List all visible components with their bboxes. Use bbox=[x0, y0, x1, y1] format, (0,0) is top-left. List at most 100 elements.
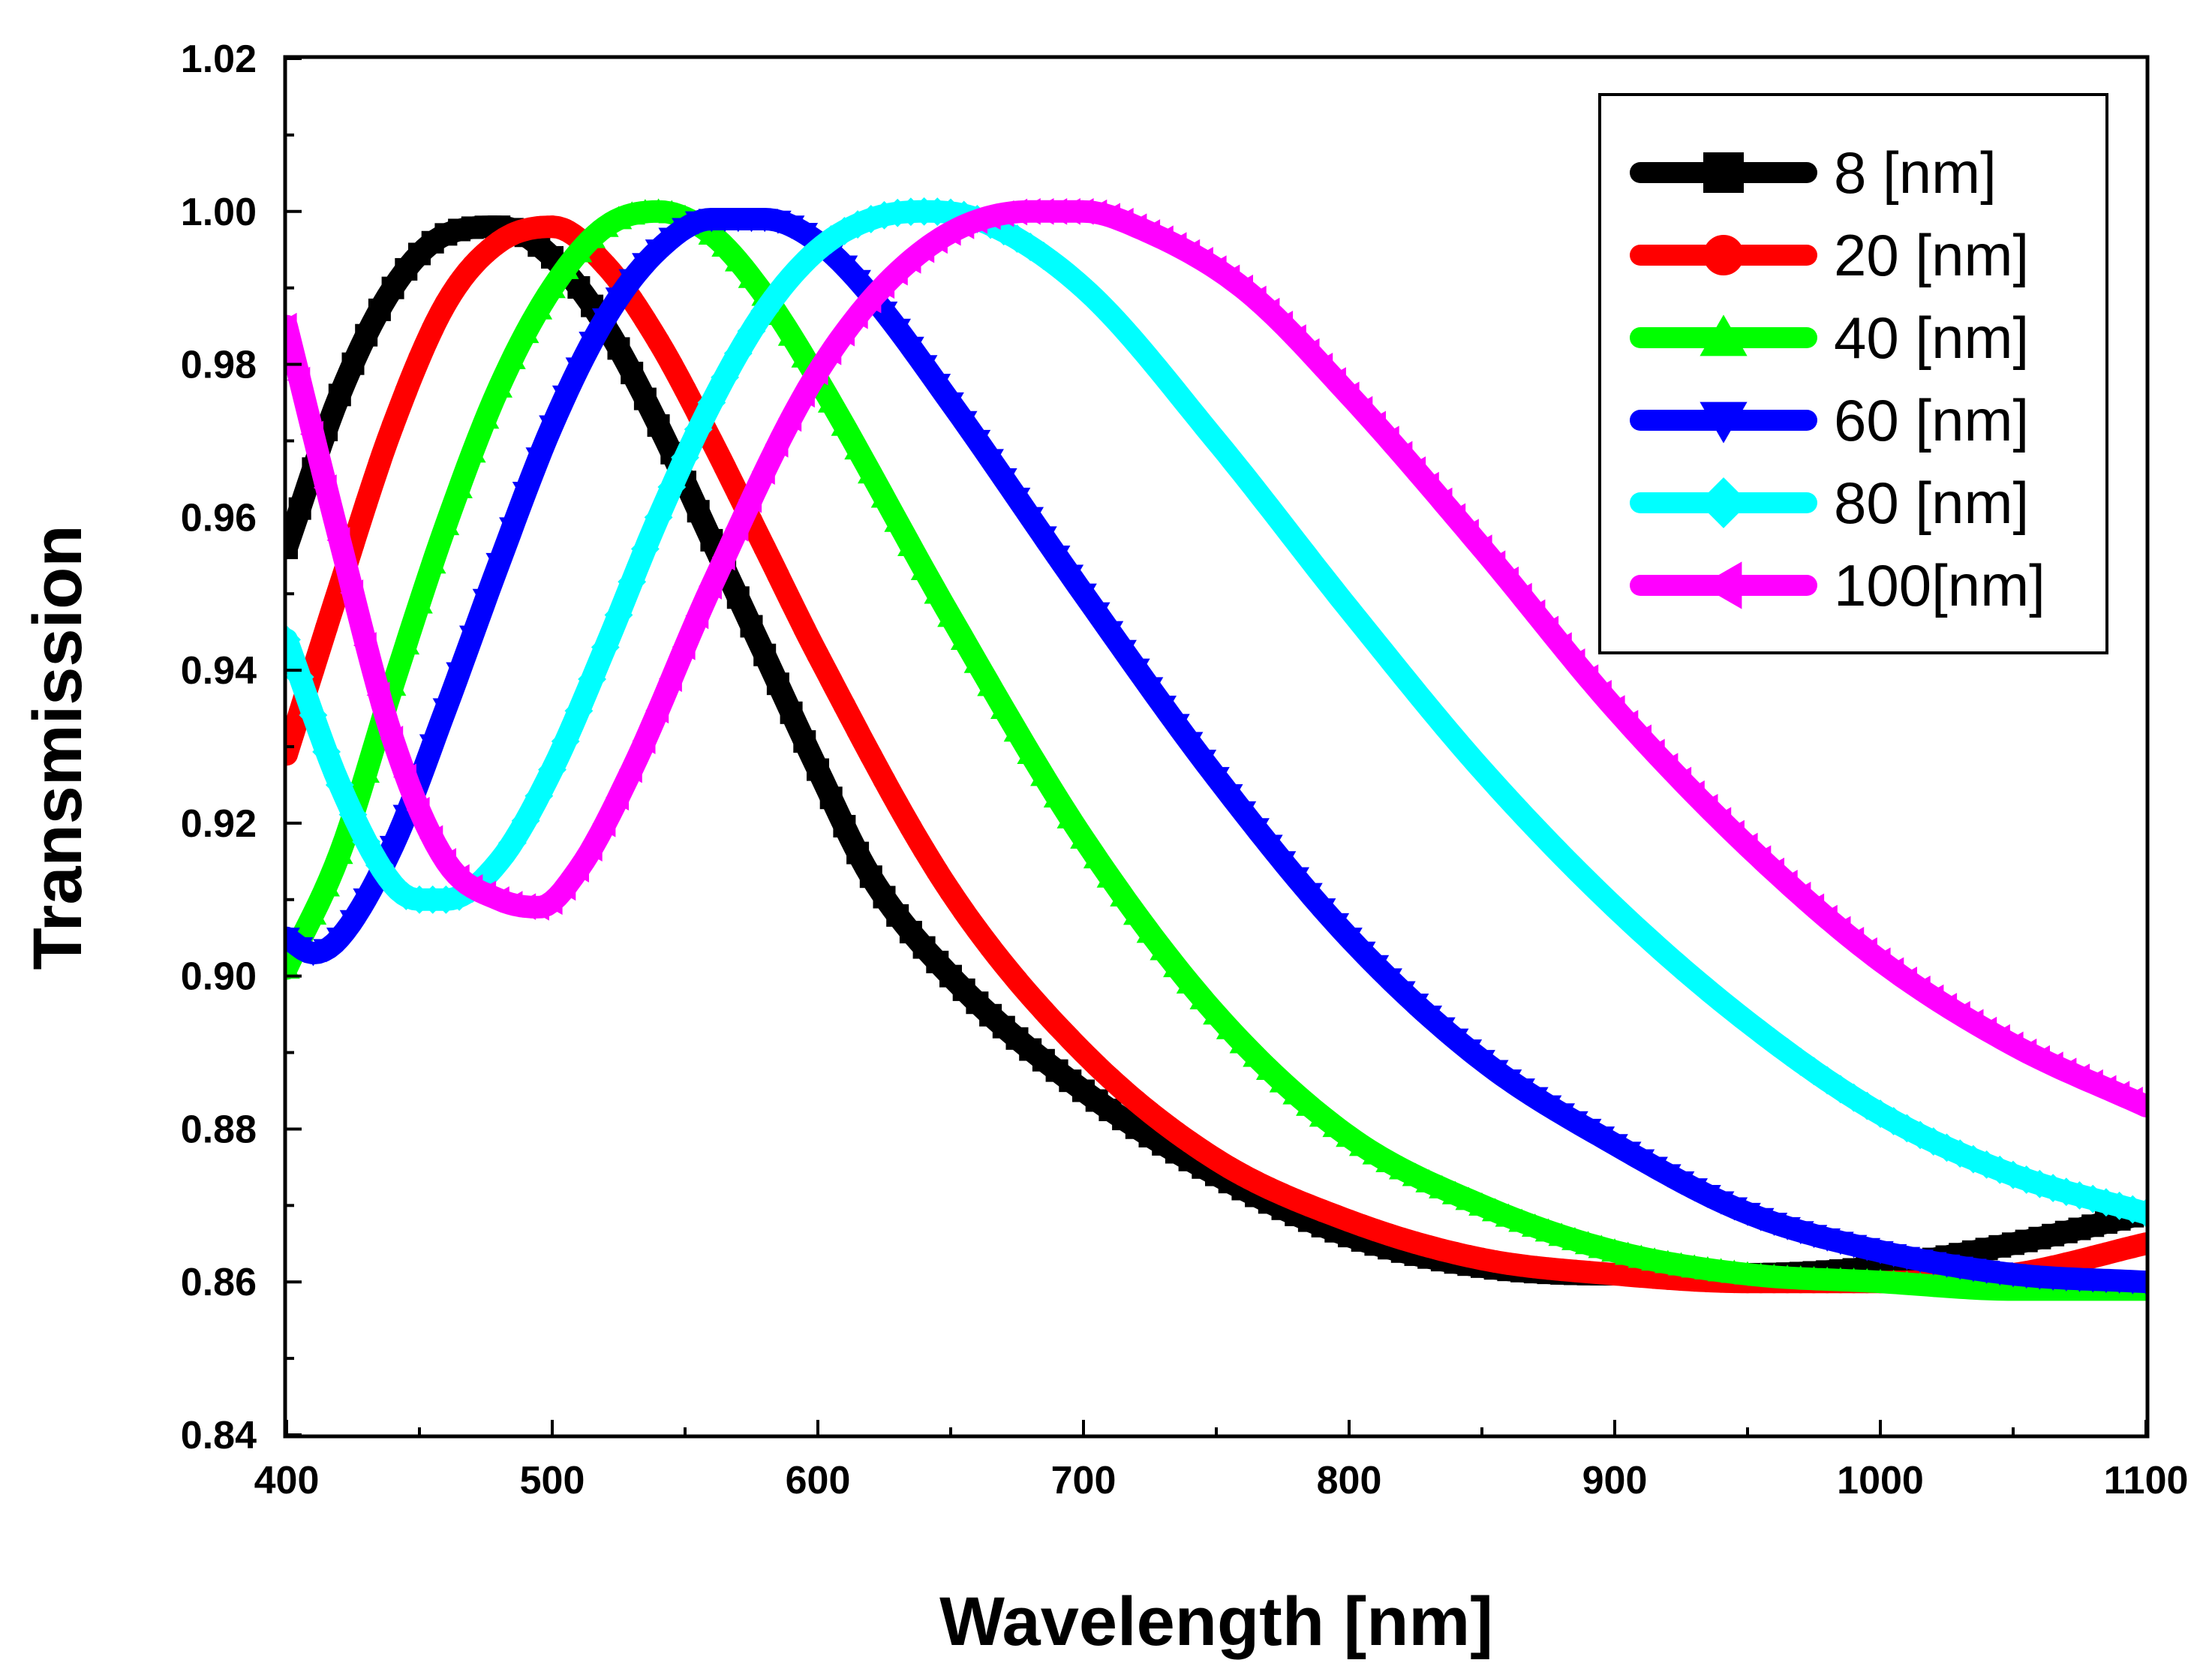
series-marker-8 bbox=[633, 387, 657, 410]
series-marker-60 bbox=[458, 625, 486, 649]
series-marker-20 bbox=[753, 537, 777, 560]
series-marker-8 bbox=[886, 904, 909, 927]
series-marker-100 bbox=[1402, 456, 1426, 483]
legend-label-8: 8 [nm] bbox=[1834, 140, 1997, 206]
series-marker-60 bbox=[1030, 526, 1057, 550]
series-marker-100 bbox=[1203, 255, 1227, 282]
series-marker-80 bbox=[497, 828, 527, 858]
series-marker-8 bbox=[819, 786, 843, 810]
series-marker-100 bbox=[711, 543, 735, 571]
series-marker-100 bbox=[313, 474, 337, 501]
series-marker-40 bbox=[1455, 1186, 1483, 1210]
series-marker-100 bbox=[1561, 648, 1585, 675]
series-marker-100 bbox=[1907, 976, 1931, 1003]
series-marker-40 bbox=[472, 405, 500, 429]
series-marker-80 bbox=[365, 851, 394, 880]
series-marker-100 bbox=[366, 681, 390, 709]
x-axis-title: Wavelength [nm] bbox=[939, 1583, 1493, 1660]
series-marker-20 bbox=[461, 254, 484, 278]
series-marker-60 bbox=[1429, 1017, 1456, 1041]
legend-box bbox=[1598, 93, 2108, 654]
series-marker-80 bbox=[657, 473, 687, 501]
series-marker-100 bbox=[1893, 966, 1917, 994]
series-marker-40 bbox=[485, 374, 513, 398]
legend-label-80: 80 [nm] bbox=[1834, 470, 2029, 536]
series-marker-40 bbox=[1296, 1092, 1323, 1116]
series-marker-40 bbox=[353, 759, 380, 783]
series-marker-40 bbox=[1495, 1203, 1522, 1227]
series-marker-20 bbox=[979, 936, 1002, 959]
series-marker-100 bbox=[1216, 264, 1240, 292]
legend-entry-100: 100[nm] bbox=[1630, 552, 2045, 618]
series-marker-40 bbox=[551, 255, 579, 279]
series-marker-20 bbox=[287, 743, 298, 766]
series-marker-60 bbox=[950, 410, 978, 435]
series-marker-60 bbox=[1415, 1006, 1443, 1030]
series-marker-100 bbox=[1508, 582, 1532, 610]
series-marker-60 bbox=[897, 336, 924, 360]
series-marker-100 bbox=[1774, 870, 1798, 897]
series-marker-40 bbox=[326, 841, 353, 865]
series-marker-60 bbox=[1322, 913, 1350, 937]
series-marker-80 bbox=[1480, 770, 1510, 799]
series-marker-60 bbox=[353, 888, 380, 912]
series-marker-40 bbox=[419, 550, 446, 574]
series-marker-80 bbox=[1294, 544, 1324, 573]
series-marker-100 bbox=[380, 725, 404, 753]
x-tick-label: 1100 bbox=[2104, 1459, 2189, 1502]
series-marker-60 bbox=[1096, 621, 1124, 645]
series-marker-100 bbox=[1801, 893, 1825, 921]
series-marker-60 bbox=[1163, 714, 1190, 738]
series-marker-20 bbox=[912, 838, 936, 862]
series-marker-100 bbox=[446, 864, 470, 892]
series-marker-100 bbox=[1588, 680, 1612, 707]
series-marker-80 bbox=[1255, 493, 1284, 522]
series-marker-100 bbox=[539, 888, 563, 916]
series-marker-80 bbox=[1375, 644, 1404, 673]
series-marker-40 bbox=[1189, 985, 1217, 1009]
series-marker-100 bbox=[1694, 793, 1718, 821]
series-marker-20 bbox=[1045, 1013, 1068, 1036]
series-marker-60 bbox=[1043, 546, 1071, 570]
series-marker-60 bbox=[1136, 677, 1164, 701]
series-marker-20 bbox=[594, 254, 617, 277]
series-marker-100 bbox=[672, 633, 696, 660]
series-marker-80 bbox=[1494, 784, 1523, 813]
series-marker-8 bbox=[753, 643, 777, 666]
series-marker-100 bbox=[1349, 395, 1373, 423]
series-marker-20 bbox=[448, 271, 471, 294]
series-marker-60 bbox=[512, 481, 539, 505]
y-tick-label: 0.88 bbox=[181, 1108, 257, 1151]
series-marker-8 bbox=[287, 537, 298, 560]
series-marker-100 bbox=[406, 796, 430, 824]
series-marker-20 bbox=[395, 379, 418, 402]
series-marker-60 bbox=[579, 331, 606, 355]
series-marker-80 bbox=[777, 262, 806, 291]
series-marker-100 bbox=[1827, 916, 1851, 943]
series-marker-40 bbox=[963, 649, 991, 673]
series-marker-40 bbox=[1243, 1043, 1270, 1067]
series-60 bbox=[287, 208, 2146, 1295]
series-marker-100 bbox=[353, 632, 377, 659]
series-marker-20 bbox=[886, 792, 909, 816]
series-marker-60 bbox=[1216, 784, 1243, 808]
series-marker-80 bbox=[1149, 361, 1178, 390]
series-marker-100 bbox=[1535, 615, 1559, 643]
series-marker-20 bbox=[819, 669, 843, 692]
series-marker-100 bbox=[1601, 695, 1625, 722]
series-marker-80 bbox=[352, 827, 381, 856]
series-marker-80 bbox=[1282, 527, 1311, 556]
series-marker-40 bbox=[1269, 1069, 1297, 1093]
series-marker-40 bbox=[1375, 1148, 1402, 1172]
series-marker-20 bbox=[315, 616, 338, 639]
series-marker-40 bbox=[1348, 1132, 1376, 1156]
series-marker-60 bbox=[1176, 732, 1204, 756]
series-marker-40 bbox=[1017, 741, 1044, 765]
series-marker-100 bbox=[1468, 534, 1492, 561]
series-marker-40 bbox=[1110, 883, 1137, 907]
series-marker-40 bbox=[990, 695, 1017, 719]
series-80 bbox=[287, 197, 2146, 1228]
series-marker-8 bbox=[341, 352, 365, 375]
series-marker-60 bbox=[1229, 801, 1257, 825]
